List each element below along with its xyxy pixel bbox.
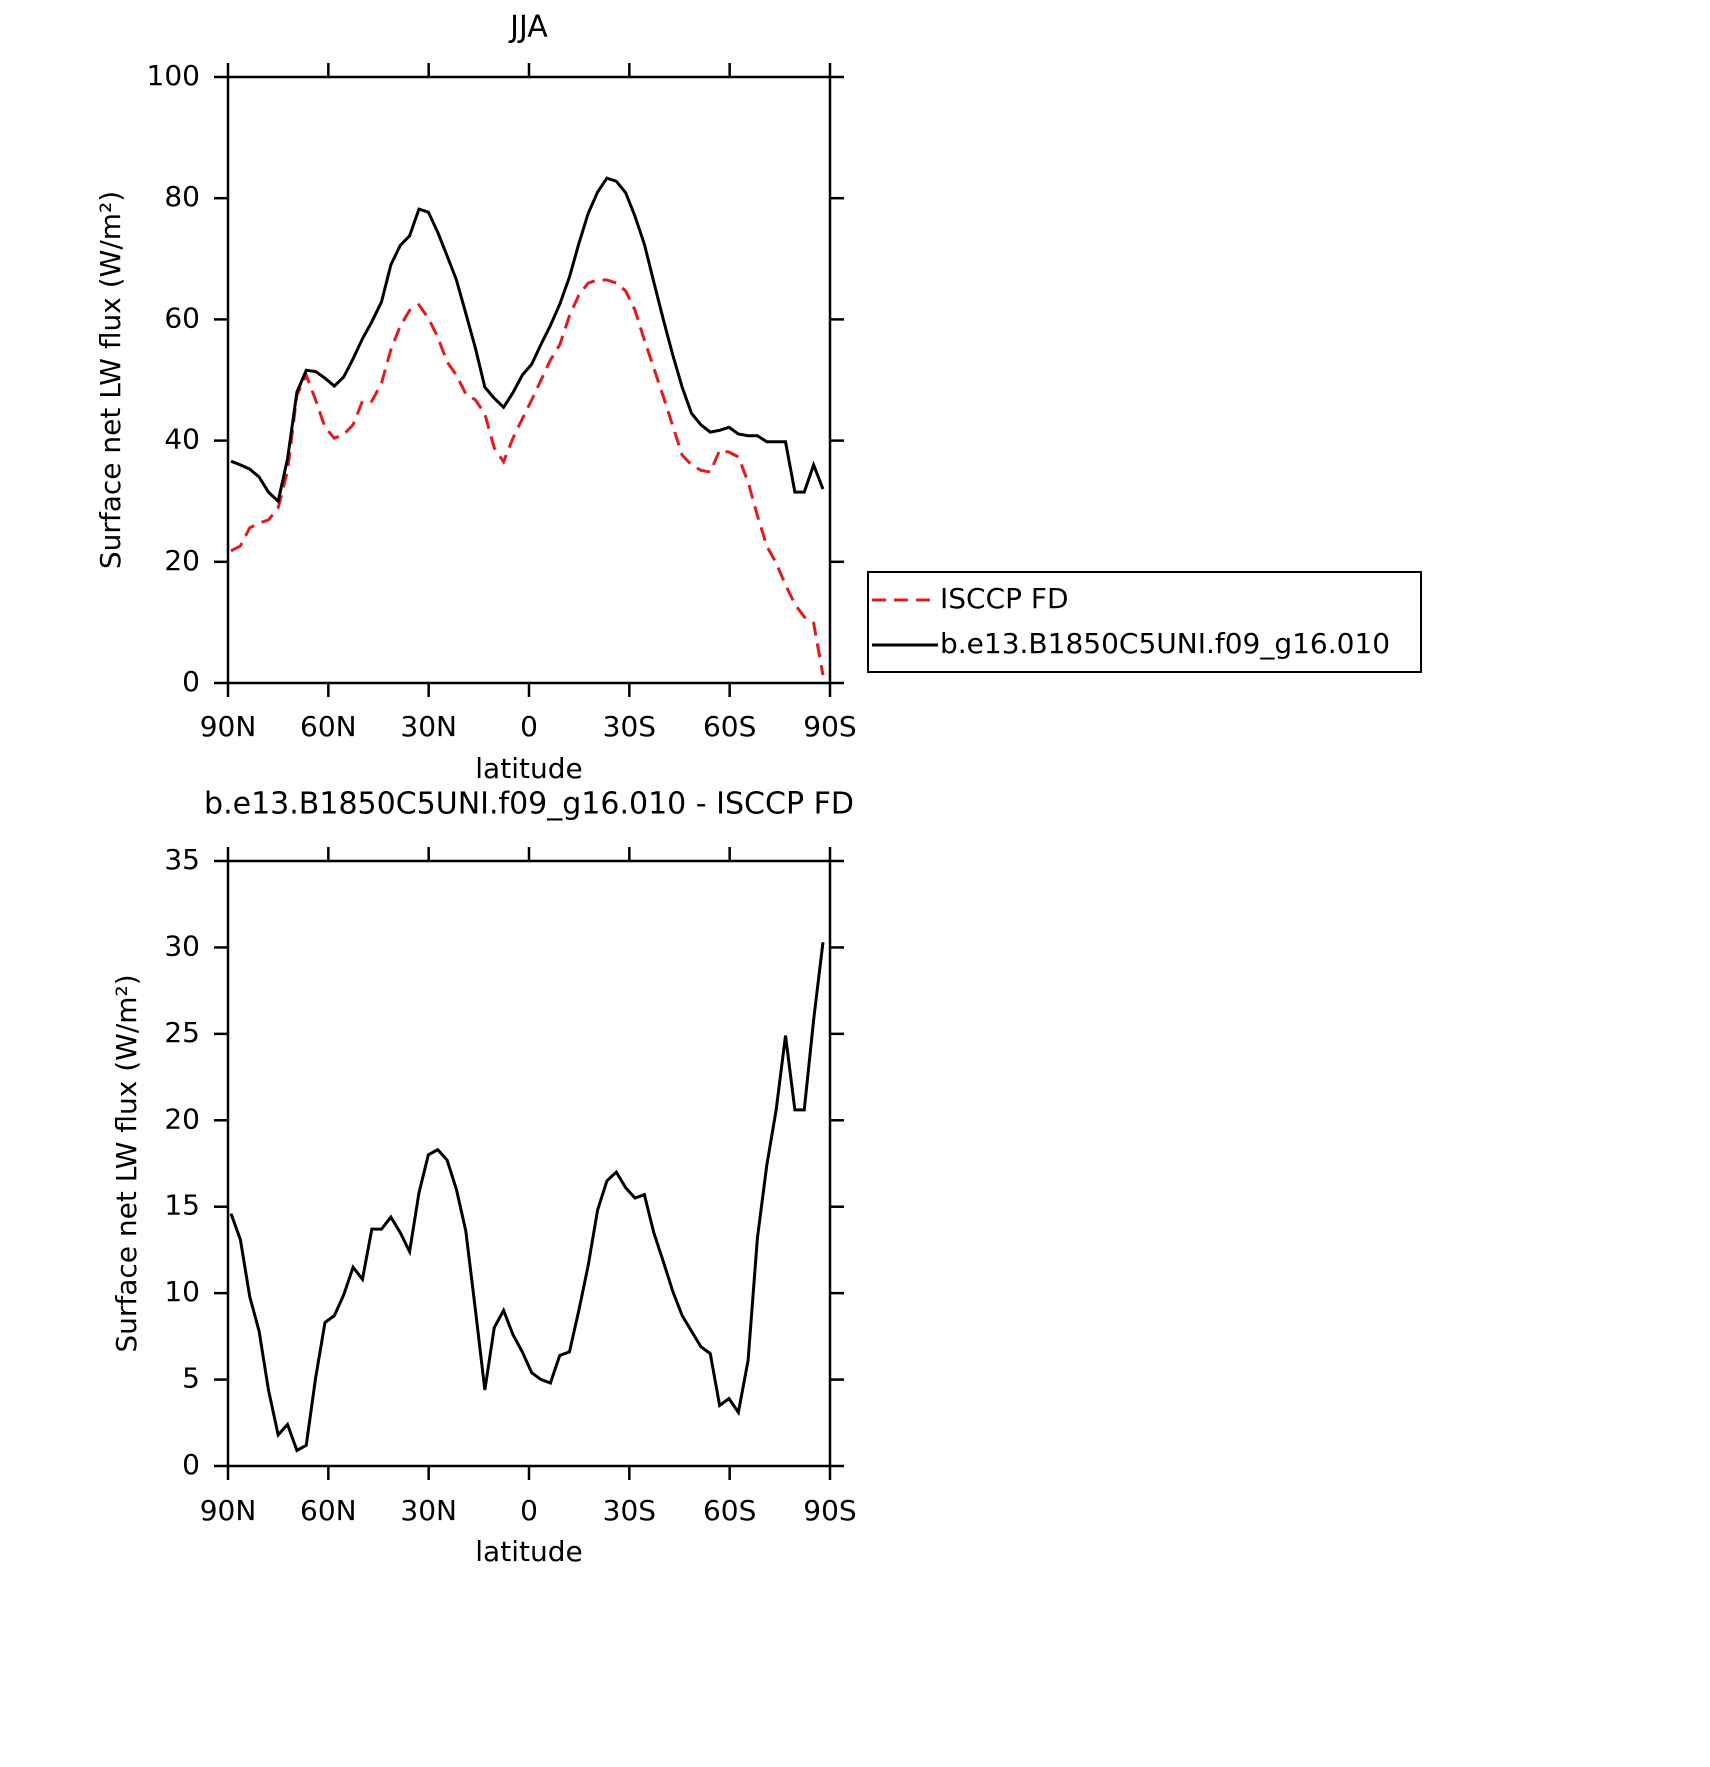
legend-box	[867, 571, 1422, 673]
y-tick-label: 40	[164, 423, 200, 456]
chart-title: b.e13.B1850C5UNI.f09_g16.010 - ISCCP FD	[204, 787, 854, 822]
y-axis-label: Surface net LW flux (W/m²)	[110, 974, 143, 1352]
x-tick-label: 90N	[200, 1494, 257, 1527]
y-tick-label: 35	[164, 843, 200, 876]
legend-label: b.e13.B1850C5UNI.f09_g16.010	[940, 627, 1390, 660]
y-tick-label: 10	[164, 1275, 200, 1308]
legend-label: ISCCP FD	[940, 582, 1069, 615]
plot-frame	[226, 75, 832, 685]
x-tick-label: 90S	[803, 1494, 856, 1527]
x-tick-label: 60N	[300, 1494, 357, 1527]
x-tick-label: 60S	[703, 710, 756, 743]
y-tick-label: 60	[164, 301, 200, 334]
plot-frame	[226, 859, 832, 1468]
y-tick-label: 5	[182, 1362, 200, 1395]
x-axis-label: latitude	[475, 1535, 582, 1568]
x-tick-label: 90N	[200, 710, 257, 743]
y-tick-label: 30	[164, 929, 200, 962]
x-tick-label: 0	[520, 1494, 538, 1527]
x-tick-label: 0	[520, 710, 538, 743]
x-tick-label: 30S	[603, 1494, 656, 1527]
data-line	[230, 176, 825, 505]
x-tick-label: 90S	[803, 710, 856, 743]
data-line	[229, 942, 825, 1453]
x-tick-label: 30N	[400, 1494, 457, 1527]
y-tick-label: 0	[182, 1448, 200, 1481]
y-tick-label: 25	[164, 1016, 200, 1049]
x-tick-label: 30N	[400, 710, 457, 743]
x-tick-label: 60N	[300, 710, 357, 743]
y-tick-label: 15	[164, 1189, 200, 1222]
chart-title: JJA	[508, 10, 548, 45]
data-line	[230, 278, 825, 676]
x-axis-label: latitude	[475, 752, 582, 785]
y-tick-label: 20	[164, 544, 200, 577]
y-axis-label: Surface net LW flux (W/m²)	[94, 191, 127, 569]
y-tick-label: 100	[147, 59, 200, 92]
x-tick-label: 60S	[703, 1494, 756, 1527]
y-tick-label: 20	[164, 1102, 200, 1135]
x-tick-label: 30S	[603, 710, 656, 743]
y-tick-label: 80	[164, 180, 200, 213]
y-tick-label: 0	[182, 665, 200, 698]
